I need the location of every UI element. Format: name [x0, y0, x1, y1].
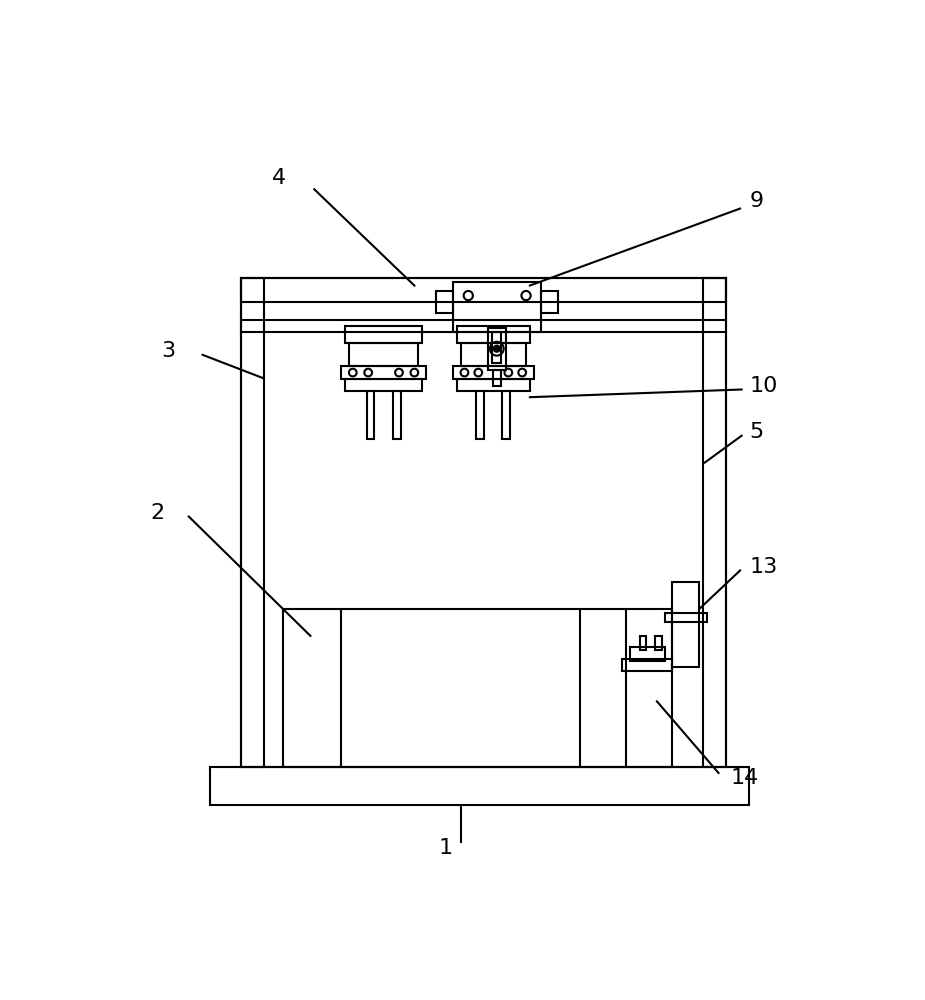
Bar	[457, 326, 530, 343]
Bar	[345, 326, 422, 343]
Bar	[345, 379, 422, 391]
Bar	[453, 282, 541, 332]
Bar	[341, 366, 426, 379]
Bar	[640, 636, 647, 650]
Text: 13: 13	[749, 557, 778, 577]
Bar	[623, 659, 672, 671]
Text: 5: 5	[749, 422, 764, 442]
Bar	[453, 366, 534, 379]
Bar	[656, 636, 661, 650]
Bar	[703, 278, 726, 767]
Bar	[457, 379, 530, 391]
Bar	[541, 291, 559, 312]
Bar	[492, 332, 501, 363]
Bar	[672, 582, 699, 667]
Bar	[241, 278, 265, 767]
Bar	[366, 391, 375, 439]
Circle shape	[494, 346, 500, 352]
Bar	[493, 370, 500, 386]
Bar	[436, 291, 453, 312]
Text: 14: 14	[730, 768, 758, 788]
Bar	[502, 391, 510, 439]
Bar	[487, 328, 506, 370]
Text: 1: 1	[438, 838, 453, 858]
Bar	[665, 613, 707, 622]
Text: 9: 9	[749, 191, 763, 211]
Bar	[210, 767, 749, 805]
Bar	[630, 647, 665, 661]
Bar	[241, 278, 726, 302]
Bar	[283, 609, 672, 767]
Bar	[349, 343, 418, 366]
Bar	[241, 278, 726, 767]
Text: 4: 4	[272, 168, 286, 188]
Bar	[461, 343, 526, 366]
Text: 3: 3	[162, 341, 176, 361]
Text: 10: 10	[749, 376, 778, 396]
Bar	[476, 391, 484, 439]
Bar	[393, 391, 401, 439]
Text: 2: 2	[150, 503, 164, 523]
